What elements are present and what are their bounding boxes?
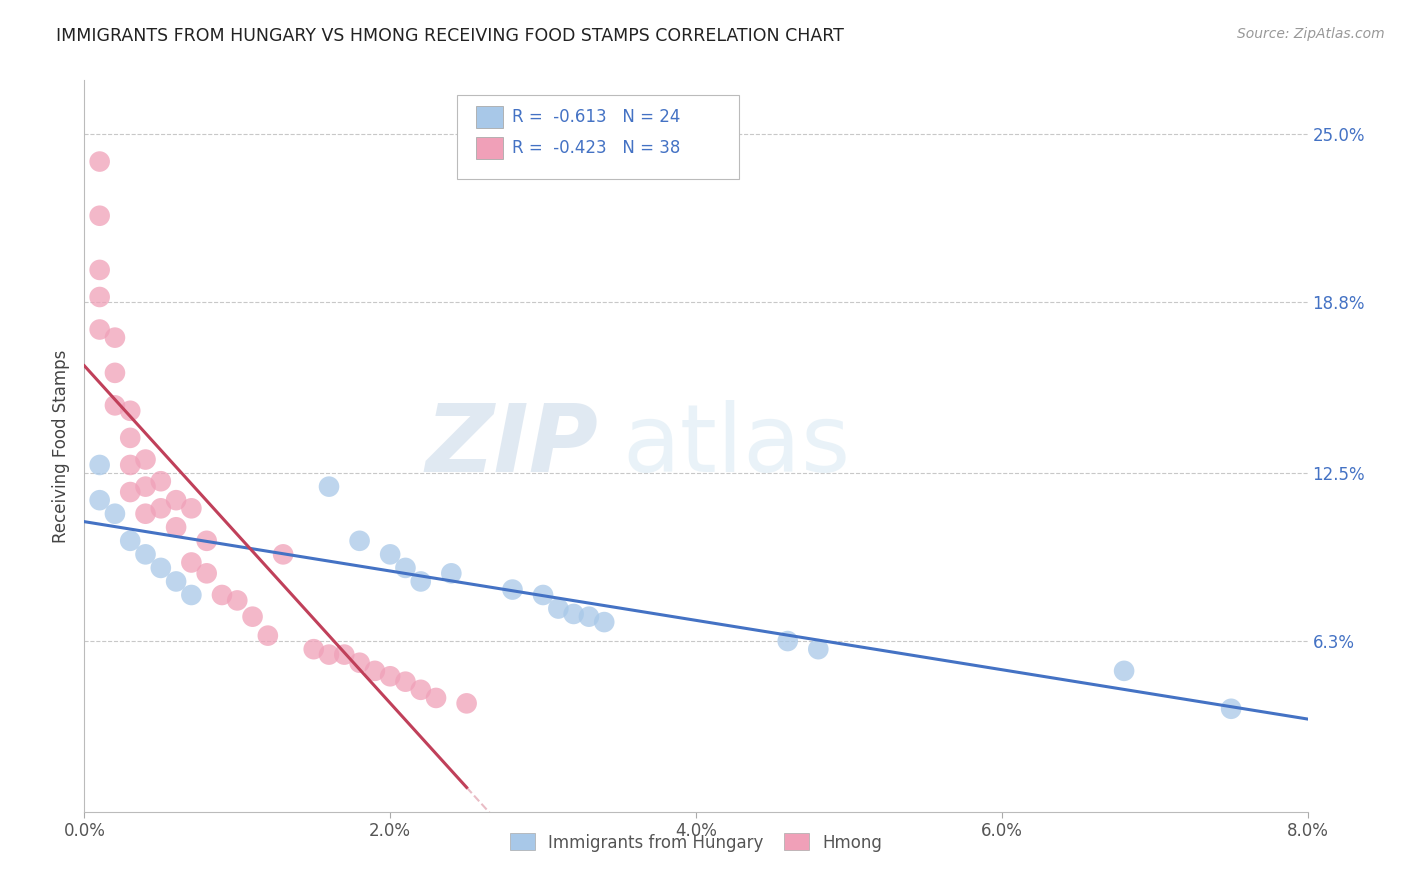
Point [531, 588, 554, 602]
Point [562, 607, 585, 621]
Point [302, 642, 325, 657]
Point [593, 615, 616, 629]
Text: IMMIGRANTS FROM HUNGARY VS HMONG RECEIVING FOOD STAMPS CORRELATION CHART: IMMIGRANTS FROM HUNGARY VS HMONG RECEIVI… [56, 27, 844, 45]
Point [120, 431, 142, 445]
Text: R =  -0.423   N = 38: R = -0.423 N = 38 [513, 138, 681, 157]
Point [165, 493, 187, 508]
Point [104, 331, 127, 345]
Point [180, 501, 202, 516]
FancyBboxPatch shape [457, 95, 738, 179]
Point [502, 582, 524, 597]
FancyBboxPatch shape [475, 136, 503, 159]
Point [149, 474, 172, 488]
Point [180, 556, 202, 570]
Point [425, 690, 447, 705]
Point [578, 609, 600, 624]
Y-axis label: Receiving Food Stamps: Receiving Food Stamps [52, 350, 70, 542]
Point [409, 682, 432, 697]
Point [318, 480, 340, 494]
Point [1220, 702, 1243, 716]
Point [120, 485, 142, 500]
Point [135, 507, 157, 521]
Point [104, 366, 127, 380]
Legend: Immigrants from Hungary, Hmong: Immigrants from Hungary, Hmong [503, 827, 889, 858]
Point [149, 501, 172, 516]
Point [1114, 664, 1136, 678]
Point [135, 547, 157, 561]
Point [89, 209, 111, 223]
Point [135, 480, 157, 494]
Point [364, 664, 387, 678]
Point [165, 574, 187, 589]
Point [349, 533, 371, 548]
Text: R =  -0.613   N = 24: R = -0.613 N = 24 [513, 108, 681, 126]
Point [807, 642, 830, 657]
Point [349, 656, 371, 670]
Point [195, 533, 218, 548]
Point [394, 674, 416, 689]
Point [394, 561, 416, 575]
Point [89, 290, 111, 304]
Point [89, 493, 111, 508]
Point [89, 458, 111, 472]
Point [89, 154, 111, 169]
Point [165, 520, 187, 534]
Point [242, 609, 264, 624]
Point [180, 588, 202, 602]
Text: ZIP: ZIP [425, 400, 598, 492]
Point [318, 648, 340, 662]
Point [89, 263, 111, 277]
Point [149, 561, 172, 575]
Point [226, 593, 249, 607]
Point [380, 669, 402, 683]
Point [271, 547, 294, 561]
Point [257, 629, 280, 643]
Text: Source: ZipAtlas.com: Source: ZipAtlas.com [1237, 27, 1385, 41]
Point [120, 533, 142, 548]
Point [195, 566, 218, 581]
Point [104, 507, 127, 521]
Point [135, 452, 157, 467]
Point [380, 547, 402, 561]
FancyBboxPatch shape [475, 106, 503, 128]
Point [776, 634, 799, 648]
Point [456, 697, 478, 711]
Point [440, 566, 463, 581]
Text: atlas: atlas [623, 400, 851, 492]
Point [547, 601, 569, 615]
Point [211, 588, 233, 602]
Point [409, 574, 432, 589]
Point [333, 648, 356, 662]
Point [120, 404, 142, 418]
Point [104, 398, 127, 412]
Point [120, 458, 142, 472]
Point [89, 322, 111, 336]
